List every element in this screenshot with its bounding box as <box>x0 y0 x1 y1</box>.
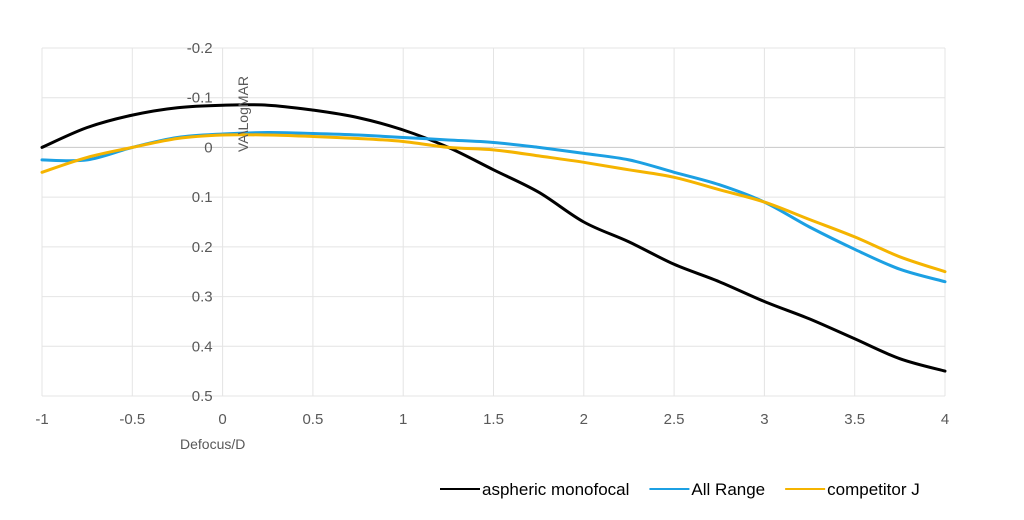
legend: aspheric monofocal All Range competitor J <box>440 480 920 499</box>
legend-item-all-range: All Range <box>649 480 765 499</box>
y-axis-title: VA\LogMAR <box>235 76 251 152</box>
legend-label: competitor J <box>827 480 920 499</box>
series-line-aspheric-monofocal <box>40 103 947 373</box>
gridlines <box>41 47 946 397</box>
x-tick-label: 3.5 <box>844 411 865 428</box>
x-tick-label: 0.5 <box>302 411 323 428</box>
legend-item-aspheric-monofocal: aspheric monofocal <box>440 480 629 499</box>
series-line-competitor-j <box>40 133 947 274</box>
series-lines <box>40 103 947 373</box>
y-tick-label: 0 <box>204 139 212 156</box>
x-tick-label: -1 <box>35 411 48 428</box>
legend-label: All Range <box>691 480 765 499</box>
y-tick-labels: -0.2 -0.1 0 0.1 0.2 0.3 0.4 0.5 <box>187 40 213 405</box>
x-tick-label: -0.5 <box>119 411 145 428</box>
x-tick-label: 1 <box>399 411 407 428</box>
legend-item-competitor-j: competitor J <box>785 480 920 499</box>
y-tick-label: -0.2 <box>187 40 213 57</box>
x-tick-label: 4 <box>941 411 949 428</box>
legend-label: aspheric monofocal <box>482 480 629 499</box>
y-tick-label: 0.3 <box>192 289 213 306</box>
x-tick-label: 2.5 <box>664 411 685 428</box>
y-tick-label: 0.5 <box>192 388 213 405</box>
y-tick-label: -0.1 <box>187 90 213 107</box>
y-tick-label: 0.4 <box>192 338 213 355</box>
x-tick-label: 1.5 <box>483 411 504 428</box>
x-tick-label: 3 <box>760 411 768 428</box>
x-axis-title: Defocus/D <box>180 436 245 452</box>
y-tick-label: 0.1 <box>192 189 213 206</box>
x-tick-label: 2 <box>580 411 588 428</box>
x-tick-labels: -1 -0.5 0 0.5 1 1.5 2 2.5 3 3.5 4 <box>35 411 949 428</box>
x-tick-label: 0 <box>218 411 226 428</box>
y-tick-label: 0.2 <box>192 239 213 256</box>
